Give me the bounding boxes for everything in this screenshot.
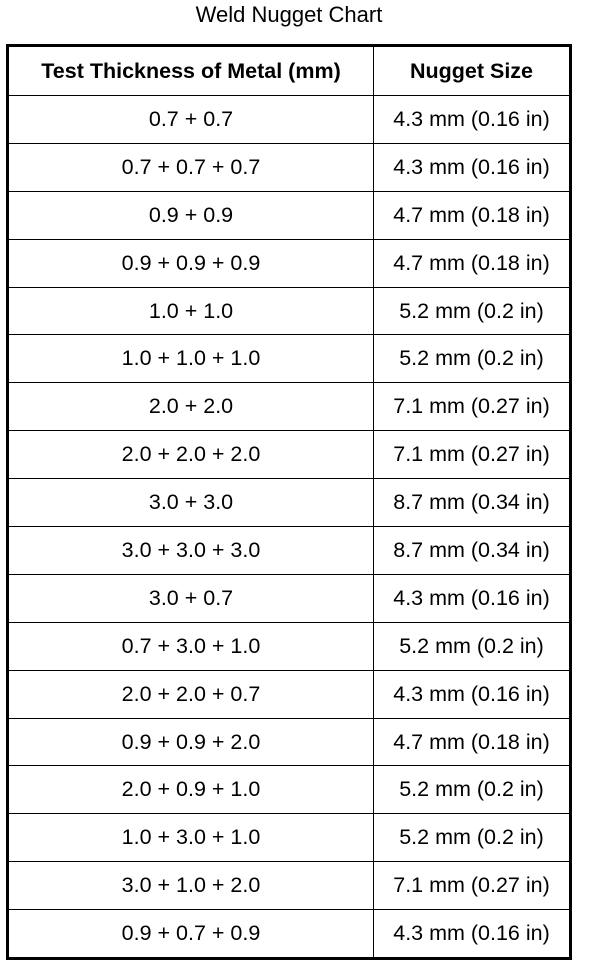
table-row: 0.7 + 0.7 + 0.7 4.3 mm (0.16 in)	[7, 142, 571, 192]
nugget-size-cell: 5.2 mm (0.2 in)	[373, 813, 571, 863]
nugget-size-cell: 8.7 mm (0.34 in)	[373, 526, 571, 575]
thickness-cell: 2.0 + 2.0 + 2.0	[7, 430, 374, 480]
thickness-cell: 2.0 + 0.9 + 1.0	[7, 765, 374, 815]
nugget-size-cell: 5.2 mm (0.2 in)	[373, 765, 571, 815]
thickness-cell: 3.0 + 3.0 + 3.0	[7, 526, 374, 575]
thickness-cell: 0.9 + 0.9 + 0.9	[7, 238, 374, 288]
header-cell: Nugget Size	[373, 45, 571, 96]
nugget-size-cell: 5.2 mm (0.2 in)	[373, 286, 571, 336]
nugget-size-cell: 4.3 mm (0.16 in)	[373, 142, 571, 192]
thickness-cell: 0.7 + 0.7 + 0.7	[7, 142, 374, 192]
table-row: 3.0 + 1.0 + 2.0 7.1 mm (0.27 in)	[7, 861, 571, 911]
thickness-cell: 0.9 + 0.7 + 0.9	[7, 909, 374, 960]
nugget-size-cell: 4.3 mm (0.16 in)	[373, 669, 571, 719]
thickness-cell: 0.7 + 0.7	[7, 95, 374, 144]
nugget-size-cell: 4.7 mm (0.18 in)	[373, 190, 571, 240]
nugget-size-cell: 8.7 mm (0.34 in)	[373, 478, 571, 528]
table-row: 2.0 + 2.0 + 2.0 7.1 mm (0.27 in)	[7, 430, 571, 480]
nugget-size-cell: 5.2 mm (0.2 in)	[373, 334, 571, 384]
thickness-cell: 0.9 + 0.9 + 2.0	[7, 717, 374, 767]
nugget-size-cell: 5.2 mm (0.2 in)	[373, 621, 571, 671]
table-row: 0.9 + 0.9 4.7 mm (0.18 in)	[7, 190, 571, 240]
nugget-size-cell: 4.3 mm (0.16 in)	[373, 95, 571, 144]
table-row: 0.9 + 0.9 + 0.9 4.7 mm (0.18 in)	[7, 238, 571, 288]
table-row: 0.9 + 0.7 + 0.9 4.3 mm (0.16 in)	[7, 909, 571, 960]
table-row: 1.0 + 1.0 5.2 mm (0.2 in)	[7, 286, 571, 336]
table-row: 2.0 + 0.9 + 1.0 5.2 mm (0.2 in)	[7, 765, 571, 815]
thickness-cell: 2.0 + 2.0	[7, 382, 374, 432]
table-row: 3.0 + 0.7 4.3 mm (0.16 in)	[7, 573, 571, 623]
thickness-cell: 1.0 + 1.0 + 1.0	[7, 334, 374, 384]
nugget-size-cell: 4.7 mm (0.18 in)	[373, 238, 571, 288]
table-row: 0.9 + 0.9 + 2.0 4.7 mm (0.18 in)	[7, 717, 571, 767]
header-cell: Test Thickness of Metal (mm)	[7, 45, 374, 96]
thickness-cell: 3.0 + 0.7	[7, 573, 374, 623]
thickness-cell: 0.7 + 3.0 + 1.0	[7, 621, 374, 671]
table-row: 2.0 + 2.0 + 0.7 4.3 mm (0.16 in)	[7, 669, 571, 719]
nugget-size-cell: 7.1 mm (0.27 in)	[373, 382, 571, 432]
thickness-cell: 0.9 + 0.9	[7, 190, 374, 240]
table-row: 0.7 + 3.0 + 1.0 5.2 mm (0.2 in)	[7, 621, 571, 671]
weld-table: Test Thickness of Metal (mm) Nugget Size…	[6, 44, 572, 961]
nugget-size-cell: 4.7 mm (0.18 in)	[373, 717, 571, 767]
nugget-size-cell: 4.3 mm (0.16 in)	[373, 573, 571, 623]
table-row: 0.7 + 0.7 4.3 mm (0.16 in)	[7, 95, 571, 144]
table-row: 3.0 + 3.0 + 3.0 8.7 mm (0.34 in)	[7, 526, 571, 575]
nugget-size-cell: 7.1 mm (0.27 in)	[373, 861, 571, 911]
table-row: 2.0 + 2.0 7.1 mm (0.27 in)	[7, 382, 571, 432]
nugget-size-cell: 7.1 mm (0.27 in)	[373, 430, 571, 480]
thickness-cell: 3.0 + 1.0 + 2.0	[7, 861, 374, 911]
thickness-cell: 3.0 + 3.0	[7, 478, 374, 528]
table-row: 1.0 + 3.0 + 1.0 5.2 mm (0.2 in)	[7, 813, 571, 863]
table-body: 0.7 + 0.7 4.3 mm (0.16 in) 0.7 + 0.7 + 0.7…	[7, 95, 571, 960]
table-row: 3.0 + 3.0 8.7 mm (0.34 in)	[7, 478, 571, 528]
thickness-cell: 2.0 + 2.0 + 0.7	[7, 669, 374, 719]
thickness-cell: 1.0 + 3.0 + 1.0	[7, 813, 374, 863]
header-row: Test Thickness of Metal (mm) Nugget Size	[7, 45, 571, 96]
table-row: 1.0 + 1.0 + 1.0 5.2 mm (0.2 in)	[7, 334, 571, 384]
title: Weld Nugget Chart	[195, 2, 383, 27]
thickness-cell: 1.0 + 1.0	[7, 286, 374, 336]
nugget-size-cell: 4.3 mm (0.16 in)	[373, 909, 571, 960]
